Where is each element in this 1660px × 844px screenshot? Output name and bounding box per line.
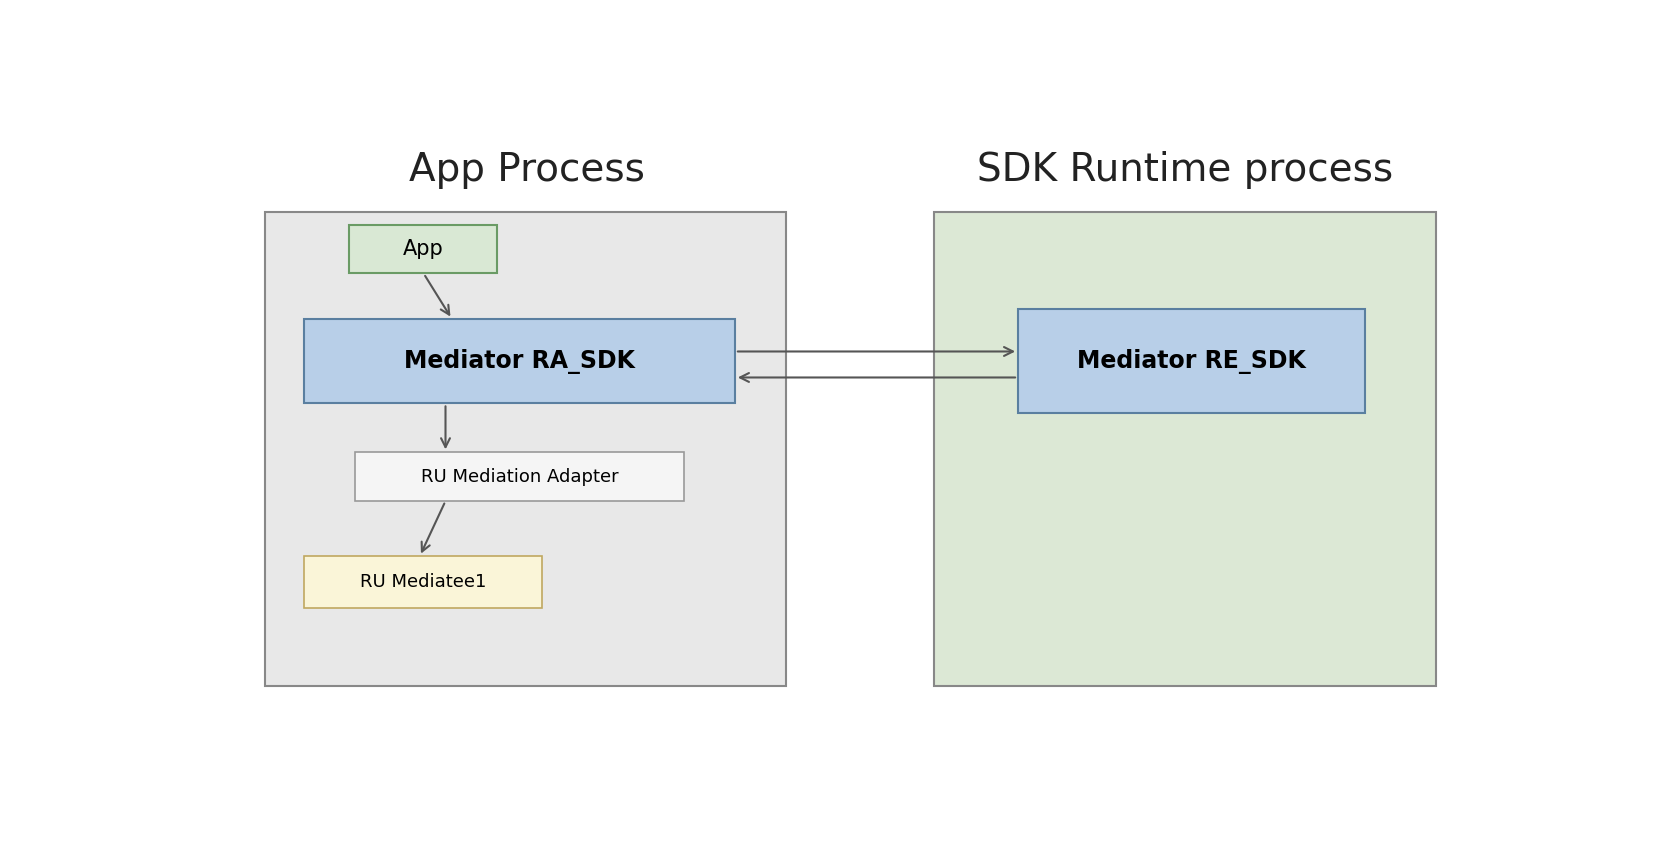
Text: SDK Runtime process: SDK Runtime process [978,150,1393,188]
FancyBboxPatch shape [1018,309,1365,414]
FancyBboxPatch shape [355,452,684,501]
Text: Mediator RA_SDK: Mediator RA_SDK [403,349,636,374]
Text: RU Mediatee1: RU Mediatee1 [360,573,486,591]
FancyBboxPatch shape [349,225,496,273]
Text: Mediator RE_SDK: Mediator RE_SDK [1077,349,1306,374]
FancyBboxPatch shape [935,212,1436,686]
FancyBboxPatch shape [304,556,543,609]
FancyBboxPatch shape [266,212,787,686]
Text: App: App [403,239,443,259]
Text: App Process: App Process [408,150,644,188]
FancyBboxPatch shape [304,319,735,403]
Text: RU Mediation Adapter: RU Mediation Adapter [420,468,618,485]
